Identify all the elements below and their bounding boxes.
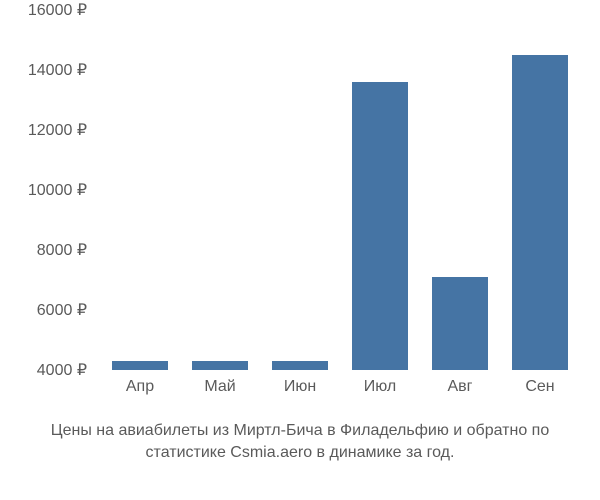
y-tick-label: 6000 ₽ — [37, 300, 87, 320]
bar — [432, 277, 488, 370]
x-tick-label: Июн — [284, 378, 316, 396]
y-axis: 4000 ₽6000 ₽8000 ₽10000 ₽12000 ₽14000 ₽1… — [0, 10, 95, 370]
bar — [112, 361, 168, 370]
bar — [352, 82, 408, 370]
x-tick-label: Апр — [126, 378, 154, 396]
x-tick-label: Июл — [364, 378, 396, 396]
y-tick-label: 16000 ₽ — [28, 0, 87, 20]
x-tick-label: Авг — [447, 378, 472, 396]
chart-container: 4000 ₽ 6000 ₽ 8000 ₽ 10000 ₽ 12000 ₽ 14000 ₽ 1… — [0, 0, 600, 500]
bar — [272, 361, 328, 370]
y-tick-label: 10000 ₽ — [28, 180, 87, 200]
x-tick-label: Сен — [525, 378, 554, 396]
y-tick-label: 4000 ₽ — [37, 360, 87, 380]
plot-area — [100, 10, 580, 370]
y-tick-label: 12000 ₽ — [28, 120, 87, 140]
bar — [512, 55, 568, 370]
y-tick-label: 14000 ₽ — [28, 60, 87, 80]
x-axis: Апр Май Июн Июл Авг Сен — [100, 378, 580, 408]
x-tick-label: Май — [204, 378, 235, 396]
y-tick-label: 8000 ₽ — [37, 240, 87, 260]
chart-caption: Цены на авиабилеты из Миртл-Бича в Филад… — [0, 420, 600, 465]
bar — [192, 361, 248, 370]
